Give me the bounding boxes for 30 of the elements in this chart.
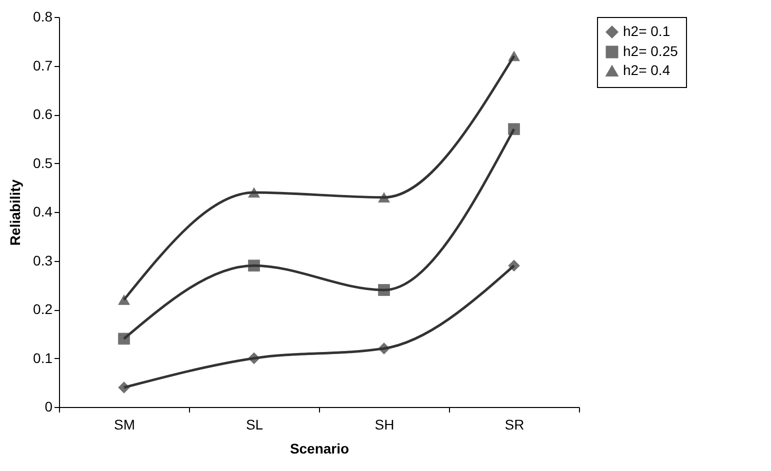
y-tick-label: 0.2: [33, 301, 53, 317]
y-tick-label: 0.8: [33, 8, 53, 24]
y-tick-label: 0.1: [33, 350, 53, 366]
y-tick-label: 0.3: [33, 252, 53, 268]
point: [378, 342, 390, 354]
point: [378, 284, 390, 296]
y-tick-label: 0.4: [33, 204, 53, 220]
point: [248, 187, 260, 198]
y-tick-label: 0: [44, 398, 53, 414]
x-tick-label: SM: [114, 416, 135, 432]
x-axis-title: Scenario: [290, 440, 350, 456]
x-tick-label: SL: [246, 416, 264, 432]
point: [508, 260, 520, 272]
point: [118, 332, 130, 345]
point: [248, 352, 260, 364]
y-tick-label: 0.6: [33, 106, 53, 122]
point: [248, 260, 260, 272]
point: [378, 192, 390, 203]
point: [508, 50, 520, 62]
x-tick-label: SH: [374, 416, 394, 432]
point: [118, 382, 130, 394]
legend-label: h2= 0.25: [623, 43, 678, 59]
y-tick-label: 0.7: [33, 57, 53, 74]
y-tick-label: 0.5: [33, 154, 53, 171]
point: [508, 123, 520, 136]
point: [118, 294, 130, 305]
x-tick-label: SR: [504, 416, 524, 432]
legend-label: h2= 0.4: [623, 62, 670, 78]
legend-label: h2= 0.1: [623, 23, 670, 39]
y-axis-title: Reliability: [7, 179, 24, 246]
